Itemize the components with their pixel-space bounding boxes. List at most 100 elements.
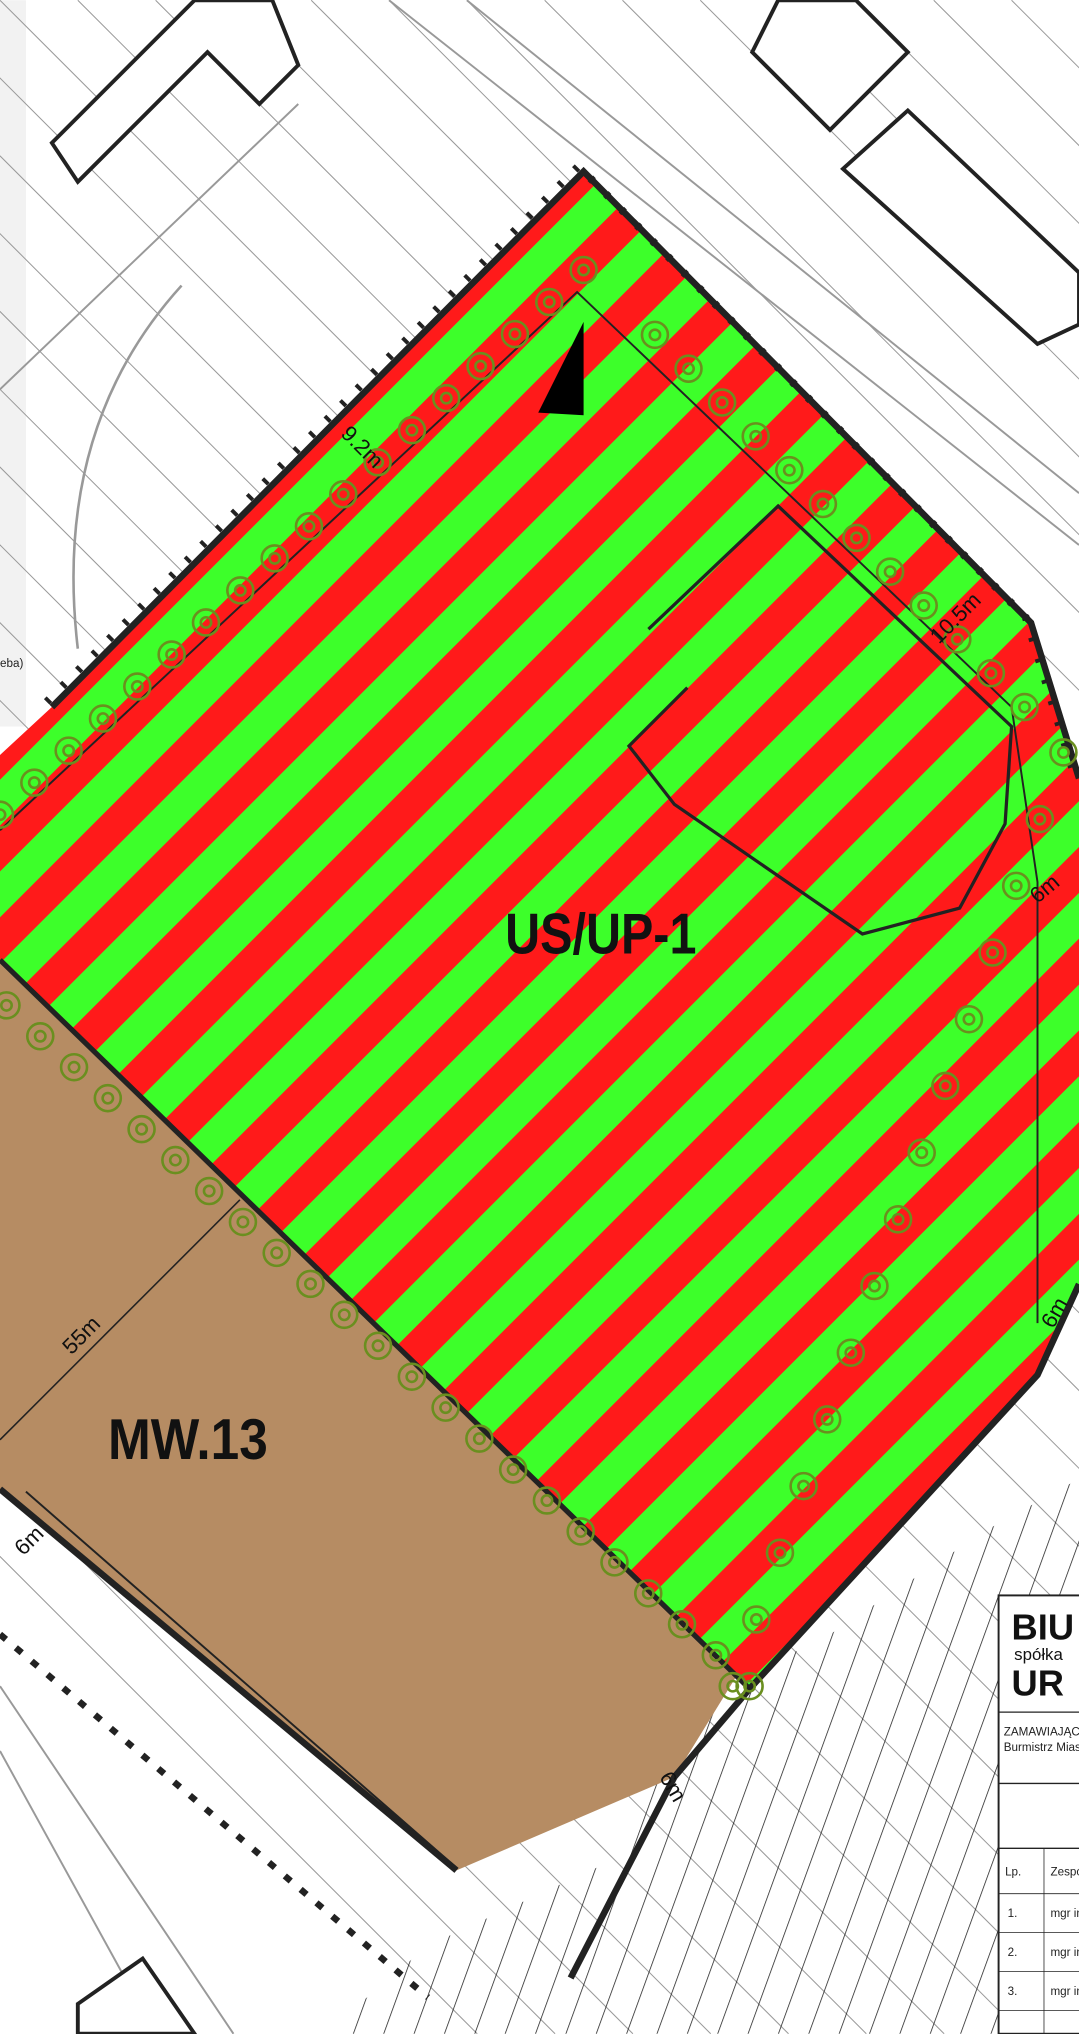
- tree: [54, 736, 83, 765]
- tree: [812, 1405, 842, 1434]
- tree: [984, 666, 998, 680]
- tree: [1001, 871, 1031, 901]
- boundaries: [0, 160, 1079, 2000]
- tree: [707, 388, 737, 417]
- logo-text: spółka: [1014, 1645, 1063, 1664]
- table-header: Lp.: [1005, 1866, 1021, 1879]
- logo-text: UR: [1012, 1662, 1064, 1703]
- tree: [808, 489, 838, 519]
- tree: [202, 1184, 216, 1198]
- tree: [883, 1205, 913, 1234]
- tree: [431, 1393, 460, 1422]
- logo-text: BIU: [1012, 1607, 1075, 1648]
- street-line: [0, 1555, 478, 2034]
- tree: [1010, 692, 1039, 722]
- title-block: BIU spółka UR ZAMAWIAJĄC Burmistrz Mias …: [997, 1594, 1079, 2034]
- tree-markers: [0, 255, 1078, 1701]
- tree: [875, 557, 905, 586]
- tree: [569, 255, 598, 285]
- tree: [836, 1338, 866, 1367]
- tree: [648, 328, 662, 342]
- table-cell: 1.: [1008, 1907, 1018, 1920]
- tree: [782, 463, 796, 477]
- street-line: [466, 0, 1079, 494]
- tree: [226, 576, 255, 605]
- tree: [607, 1555, 621, 1569]
- zone-us-up: [0, 171, 1079, 1689]
- tree: [718, 1671, 747, 1701]
- tree: [500, 319, 530, 349]
- tree: [135, 1122, 149, 1136]
- tree: [883, 565, 897, 579]
- tree: [726, 1679, 740, 1693]
- table-cell: 2.: [1008, 1946, 1018, 1959]
- tree: [498, 1455, 528, 1484]
- tree: [674, 354, 703, 383]
- tree: [27, 776, 41, 790]
- tree: [405, 423, 419, 437]
- tree: [542, 295, 556, 309]
- tree: [1033, 812, 1047, 826]
- hatched-area: [324, 1478, 1079, 2034]
- table-cell: 3.: [1008, 1985, 1018, 1998]
- legend-fragment: eba): [0, 657, 23, 670]
- tree: [749, 429, 763, 443]
- tree: [1025, 804, 1055, 834]
- buildings: [49, 0, 1079, 2034]
- tree: [917, 599, 931, 613]
- tree: [1018, 700, 1032, 714]
- tree: [363, 447, 392, 477]
- tree: [62, 744, 76, 758]
- tree: [260, 544, 289, 573]
- tree: [0, 991, 21, 1020]
- street-line: [466, 0, 1079, 614]
- tree: [709, 1648, 723, 1662]
- tree: [294, 512, 324, 541]
- tree: [127, 1114, 156, 1144]
- street-line: [544, 0, 1079, 536]
- tree: [891, 1212, 905, 1226]
- street-line: [622, 0, 1079, 458]
- tree: [397, 1362, 427, 1391]
- client-label: ZAMAWIAJĄC: [1004, 1725, 1079, 1738]
- tree: [954, 1004, 984, 1034]
- tree: [96, 712, 110, 726]
- tree: [915, 1146, 929, 1160]
- tree: [765, 1538, 795, 1568]
- street-line: [0, 1685, 235, 2034]
- tree: [33, 1029, 47, 1043]
- tree: [789, 1471, 818, 1501]
- tree: [0, 800, 15, 829]
- table-cell: mgr in: [1050, 1985, 1079, 1998]
- tree: [123, 672, 152, 701]
- north-arrow: [538, 321, 584, 416]
- street-curve: [72, 284, 183, 649]
- tree: [397, 415, 427, 445]
- street-line: [0, 103, 299, 391]
- tree: [938, 1079, 952, 1093]
- street-line: [0, 1477, 556, 2034]
- tree: [640, 320, 670, 350]
- tree: [844, 1346, 858, 1360]
- table-cell: mgr in: [1050, 1907, 1079, 1920]
- tree: [682, 362, 696, 376]
- tree: [432, 383, 461, 413]
- tree: [667, 1610, 697, 1639]
- tree: [1049, 738, 1078, 767]
- street-line: [388, 0, 1079, 546]
- tree: [1009, 879, 1023, 893]
- tree: [566, 1517, 595, 1546]
- tree: [0, 808, 7, 822]
- tree: [506, 1463, 520, 1477]
- tree: [574, 1524, 588, 1538]
- tree: [600, 1548, 629, 1577]
- tree: [101, 1091, 115, 1105]
- tree: [161, 1145, 190, 1175]
- tree: [842, 523, 871, 553]
- tree: [633, 1579, 663, 1608]
- tree: [67, 1060, 81, 1074]
- tree: [199, 615, 213, 629]
- tree: [233, 583, 247, 597]
- zone-label: MW.13: [108, 1408, 268, 1472]
- tree: [816, 497, 830, 511]
